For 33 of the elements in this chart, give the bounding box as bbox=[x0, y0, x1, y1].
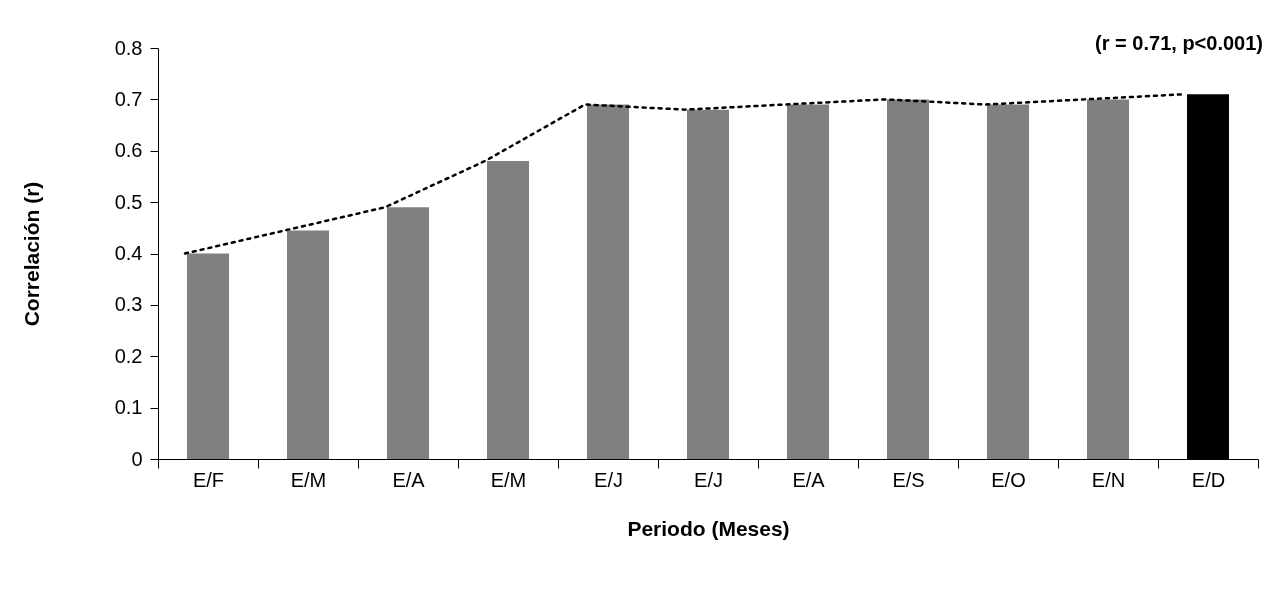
y-tick-label: 0.2 bbox=[114, 344, 143, 367]
bar bbox=[587, 104, 629, 459]
y-tick-label: 0.8 bbox=[114, 36, 143, 59]
x-axis-title: Periodo (Meses) bbox=[627, 516, 790, 540]
x-tick-label: E/F bbox=[192, 468, 225, 491]
x-tick-label: E/S bbox=[892, 468, 925, 491]
bar bbox=[787, 104, 829, 459]
bar bbox=[487, 161, 529, 459]
y-tick-label: 0 bbox=[131, 447, 143, 470]
x-tick-label: E/A bbox=[392, 468, 426, 491]
x-tick-label: E/N bbox=[1091, 468, 1126, 491]
x-tick-label: E/M bbox=[490, 468, 527, 491]
x-tick-label: E/J bbox=[594, 468, 623, 491]
y-tick-label: 0.7 bbox=[114, 87, 143, 110]
y-tick-label: 0.6 bbox=[114, 139, 143, 162]
y-tick-label: 0.3 bbox=[114, 293, 143, 316]
bar bbox=[287, 230, 329, 459]
x-tick-label: E/J bbox=[694, 468, 723, 491]
bar bbox=[1087, 99, 1129, 459]
y-tick-label: 0.1 bbox=[114, 396, 143, 419]
bar bbox=[887, 99, 929, 459]
y-tick-label: 0.5 bbox=[114, 190, 143, 213]
y-axis-title: Correlación (r) bbox=[19, 181, 43, 327]
bar bbox=[187, 253, 229, 459]
y-tick-label: 0.4 bbox=[114, 242, 143, 264]
x-tick-label: E/D bbox=[1191, 468, 1226, 491]
bar bbox=[687, 109, 729, 459]
bar bbox=[387, 207, 429, 459]
x-tick-label: E/O bbox=[991, 468, 1026, 491]
annotation: (r = 0.71, p<0.001) bbox=[1095, 32, 1263, 54]
bar bbox=[987, 104, 1029, 459]
x-tick-label: E/A bbox=[792, 468, 826, 491]
x-tick-label: E/M bbox=[290, 468, 327, 491]
